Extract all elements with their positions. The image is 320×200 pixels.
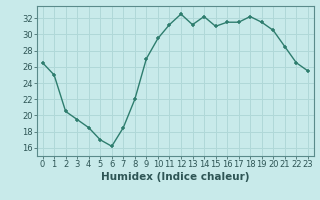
- X-axis label: Humidex (Indice chaleur): Humidex (Indice chaleur): [101, 172, 250, 182]
